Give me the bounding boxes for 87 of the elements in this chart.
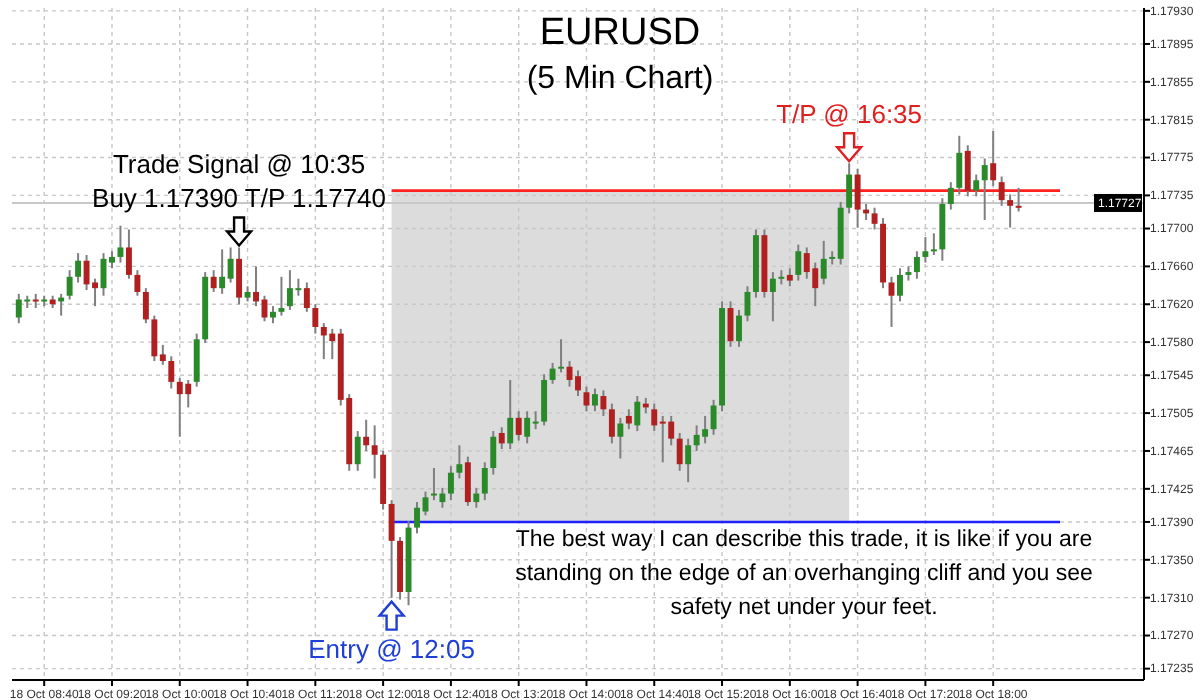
candlestick <box>947 181 954 211</box>
candlestick <box>702 414 709 445</box>
candlestick <box>66 269 73 301</box>
candlestick <box>125 228 132 280</box>
candlestick <box>710 398 717 436</box>
candlestick <box>371 424 378 480</box>
candlestick <box>15 292 22 325</box>
candlestick <box>414 501 420 535</box>
candlestick <box>634 395 641 433</box>
candlestick <box>1007 193 1014 229</box>
candlestick <box>651 402 658 433</box>
candlestick <box>151 314 158 363</box>
candlestick <box>897 267 903 303</box>
candlestick <box>312 303 319 335</box>
candlestick <box>464 455 471 507</box>
candlestick <box>558 338 565 374</box>
candlestick <box>922 236 929 264</box>
candlestick <box>964 144 971 198</box>
candlestick <box>134 269 141 297</box>
candlestick <box>193 332 200 388</box>
candlestick <box>939 197 946 262</box>
candlestick <box>515 410 522 442</box>
candlestick <box>473 486 480 509</box>
candlestick <box>913 250 920 280</box>
candlestick <box>617 416 624 460</box>
candlestick <box>990 130 997 187</box>
candlestick <box>846 162 853 215</box>
candlestick <box>498 426 505 451</box>
candlestick <box>803 246 810 280</box>
candlestick <box>549 361 556 385</box>
candlestick <box>854 167 861 229</box>
candlestick <box>685 437 692 484</box>
candlestick <box>481 461 488 502</box>
candlestick <box>625 408 632 431</box>
candlestick <box>524 410 531 445</box>
candlestick <box>75 252 82 284</box>
text: (5 Min Chart) <box>526 62 714 96</box>
annotation: Entry @ 12:05 <box>308 633 475 664</box>
candlestick <box>236 246 243 306</box>
annotation: Trade Signal @ 10:35 Buy 1.17390 T/P 1.17740 <box>92 149 387 214</box>
candlestick <box>956 134 963 196</box>
candlestick <box>117 224 124 264</box>
candlestick <box>278 275 285 317</box>
candlestick <box>490 430 497 476</box>
candlestick <box>541 373 548 427</box>
candlestick <box>744 285 751 323</box>
candlestick <box>998 175 1005 207</box>
candlestick <box>430 466 437 502</box>
candlestick <box>388 499 395 599</box>
candlestick <box>1015 186 1022 213</box>
candlestick <box>210 269 217 293</box>
candlestick <box>591 387 598 413</box>
candlestick <box>142 287 149 325</box>
candlestick <box>354 430 361 472</box>
candlestick <box>930 232 937 257</box>
candlestick <box>871 206 878 231</box>
candlestick <box>286 269 293 311</box>
annotation: The best way I can describe this trade, it is like if you are standing on the edge of an overhanging cliff and you see safety net under your feet. <box>515 528 1093 620</box>
candlestick <box>659 414 666 464</box>
candlestick <box>363 418 370 452</box>
candlestick <box>973 173 980 198</box>
candlestick <box>676 431 683 472</box>
candlestick <box>456 444 463 480</box>
candlestick <box>219 248 226 295</box>
candlestick <box>575 369 581 398</box>
candlestick <box>600 389 607 417</box>
candlestick <box>447 465 454 502</box>
candlestick <box>812 261 819 308</box>
candlestick <box>83 254 90 292</box>
annotation: T/P @ 16:35 <box>776 99 923 130</box>
candlestick <box>769 271 776 323</box>
candlestick <box>795 243 802 282</box>
candlestick <box>303 281 310 313</box>
candlestick <box>736 308 742 348</box>
candlestick <box>176 377 183 438</box>
chart-title: EURUSD <box>539 12 701 54</box>
candlestick <box>439 486 446 509</box>
candlestick <box>507 378 514 451</box>
candlestick <box>227 246 234 284</box>
candlestick <box>693 424 700 452</box>
candlestick <box>668 414 675 447</box>
candlestick <box>168 355 175 390</box>
candlestick <box>320 322 327 361</box>
candlestick <box>981 157 988 222</box>
candlestick <box>185 378 192 409</box>
candlestick <box>608 402 615 445</box>
candlestick <box>820 239 827 286</box>
